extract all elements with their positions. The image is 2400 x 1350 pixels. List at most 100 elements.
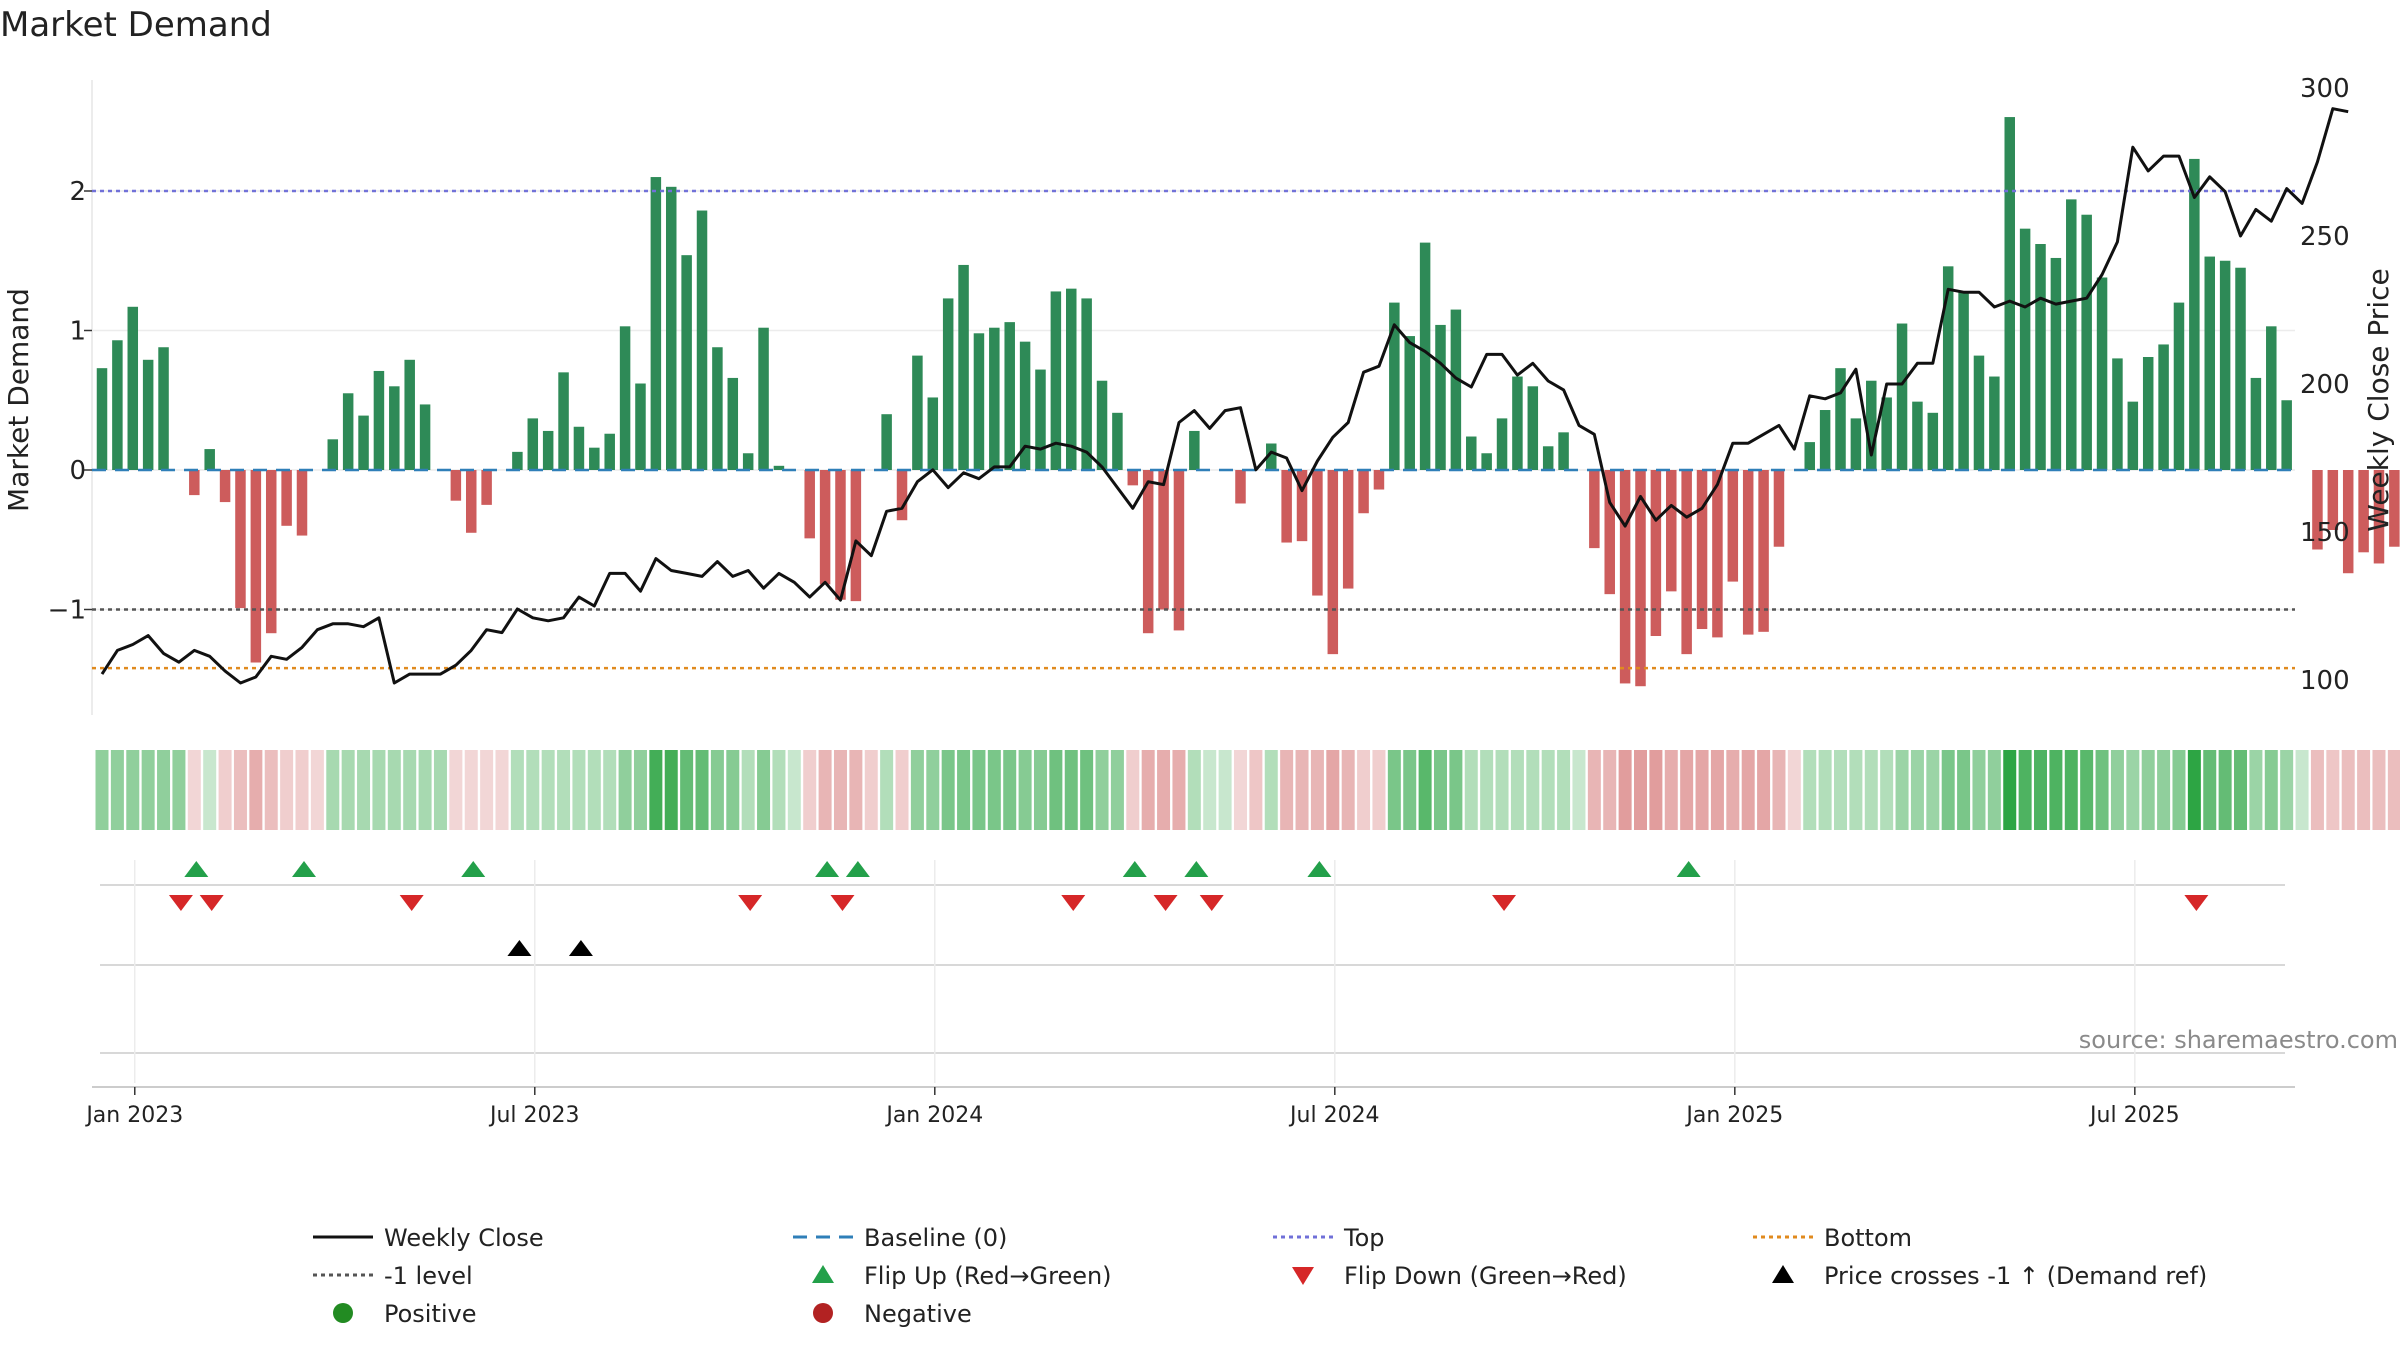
flip-up-markers xyxy=(184,861,1701,877)
x-tick-label: Jul 2025 xyxy=(2088,1103,2180,1128)
heat-cell xyxy=(941,750,955,830)
demand-bar xyxy=(1604,470,1615,595)
heat-cell xyxy=(2095,750,2109,830)
y-tick-label: 1 xyxy=(69,317,86,347)
positive-dot-icon xyxy=(333,1303,353,1323)
flip-down-marker xyxy=(830,895,855,911)
heat-cell xyxy=(126,750,140,830)
heat-cell xyxy=(633,750,647,830)
heat-cell xyxy=(510,750,524,830)
heat-cell xyxy=(110,750,124,830)
demand-bar xyxy=(1019,341,1031,470)
demand-bar xyxy=(1142,470,1154,634)
demand-bar xyxy=(1112,412,1123,470)
demand-bar xyxy=(1235,470,1246,504)
chart-title: Market Demand xyxy=(0,5,272,45)
demand-bar xyxy=(204,449,215,470)
demand-bar xyxy=(1450,309,1462,470)
heat-cell xyxy=(1049,750,1063,830)
x-tick-label: Jul 2023 xyxy=(488,1103,580,1128)
heat-cell xyxy=(987,750,1001,830)
main-panel: 2 1 0 −1 300 250 200 150 100 Market Demand Week… xyxy=(2,74,2400,715)
heat-cell xyxy=(2187,750,2201,830)
heat-cell xyxy=(1095,750,1109,830)
heat-cell xyxy=(1233,750,1247,830)
demand-bar xyxy=(1481,453,1492,470)
legend-item-minus-one: -1 level xyxy=(313,1262,473,1290)
heat-cell xyxy=(880,750,894,830)
demand-bar xyxy=(1435,324,1446,470)
demand-bar xyxy=(958,264,969,470)
heat-cell xyxy=(1464,750,1478,830)
x-tick-label: Jan 2025 xyxy=(1684,1103,1783,1128)
source-note: source: sharemaestro.com xyxy=(2079,1026,2398,1054)
demand-bar xyxy=(1035,369,1046,470)
heat-cell xyxy=(1310,750,1324,830)
y2-tick-label: 100 xyxy=(2300,666,2350,696)
heat-cell xyxy=(1157,750,1171,830)
heat-cell xyxy=(1818,750,1832,830)
demand-bar xyxy=(1173,470,1185,631)
heat-cell xyxy=(2141,750,2155,830)
demand-bar xyxy=(265,470,277,634)
demand-bar xyxy=(1989,376,2000,470)
heat-cell xyxy=(326,750,340,830)
demand-bar xyxy=(158,347,169,470)
demand-bar xyxy=(2127,401,2139,470)
demand-bar xyxy=(512,451,523,470)
demand-bar xyxy=(1881,397,1892,470)
heat-cell xyxy=(2080,750,2094,830)
heat-cell xyxy=(1541,750,1555,830)
heat-cell xyxy=(526,750,540,830)
legend-item-weekly-close: Weekly Close xyxy=(313,1224,544,1252)
heat-cell xyxy=(1834,750,1848,830)
heat-cell xyxy=(141,750,155,830)
heat-cell xyxy=(772,750,786,830)
price-cross-marker xyxy=(507,940,532,956)
legend-item-bottom: Bottom xyxy=(1753,1224,1912,1252)
heat-cell xyxy=(1926,750,1940,830)
flip-up-marker xyxy=(815,861,840,877)
demand-bar xyxy=(481,470,492,505)
demand-bar xyxy=(542,430,554,470)
y-tick-label: 0 xyxy=(69,456,86,486)
heat-cell xyxy=(2126,750,2140,830)
demand-bar xyxy=(112,340,123,470)
heat-cell xyxy=(1603,750,1617,830)
heat-cell xyxy=(1895,750,1909,830)
demand-bar xyxy=(2004,117,2015,470)
legend-item-positive: Positive xyxy=(333,1300,477,1328)
demand-bar xyxy=(1681,470,1692,655)
legend-item-flip-up: Flip Up (Red→Green) xyxy=(812,1262,1112,1290)
event-vertical-gridlines xyxy=(134,860,2136,1083)
heat-cell xyxy=(1803,750,1817,830)
legend-label: Positive xyxy=(384,1300,477,1328)
demand-bar xyxy=(635,383,646,470)
demand-bar xyxy=(912,355,923,470)
flip-up-marker xyxy=(1184,861,1209,877)
flip-down-marker xyxy=(199,895,224,911)
heat-cell xyxy=(1849,750,1863,830)
right-y-ticks: 300 250 200 150 100 xyxy=(2300,74,2350,696)
heat-cell xyxy=(310,750,324,830)
heat-cell xyxy=(1372,750,1386,830)
heat-cell xyxy=(418,750,432,830)
demand-bar xyxy=(2019,228,2031,470)
heat-cell xyxy=(2326,750,2340,830)
demand-bar xyxy=(819,470,831,585)
heat-cell xyxy=(1557,750,1571,830)
demand-bar xyxy=(2035,244,2046,470)
demand-bar xyxy=(650,177,662,471)
demand-bar xyxy=(1712,470,1723,638)
x-tick-label: Jan 2024 xyxy=(884,1103,983,1128)
heat-cell xyxy=(172,750,186,830)
heat-cell xyxy=(572,750,586,830)
flip-up-marker xyxy=(845,861,870,877)
legend: Weekly Close Baseline (0) Top Bottom -1 … xyxy=(313,1224,2207,1328)
price-cross-triangle-icon xyxy=(1772,1265,1794,1283)
demand-bar xyxy=(1742,470,1754,635)
event-marker-panel xyxy=(92,860,2295,1088)
demand-bar xyxy=(1004,322,1015,470)
heat-cell xyxy=(1141,750,1155,830)
